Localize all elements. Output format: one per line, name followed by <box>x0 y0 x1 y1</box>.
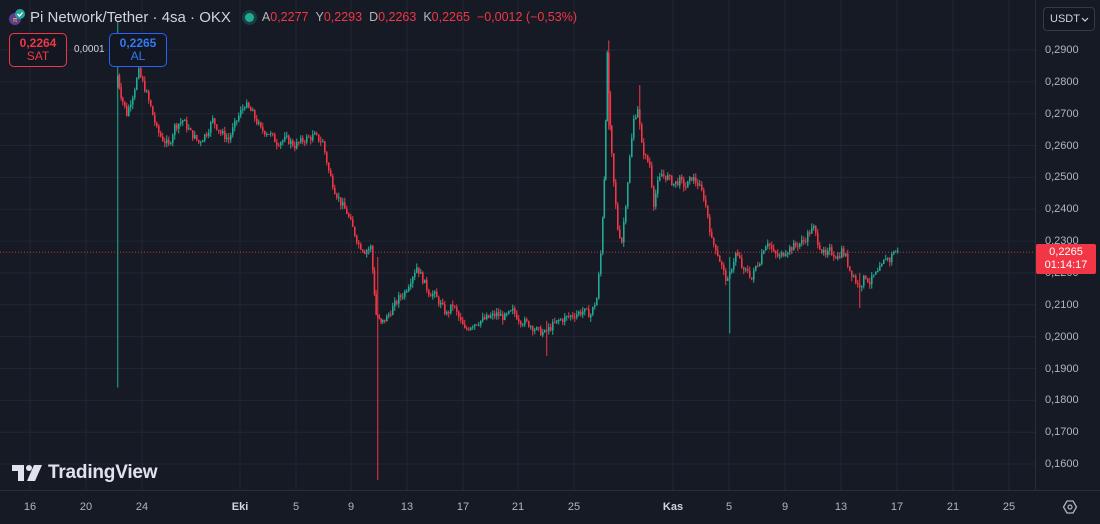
low-label: D <box>369 10 379 24</box>
buy-label: AL <box>130 49 146 63</box>
buy-price: 0,2265 <box>119 36 157 50</box>
time-tick: 24 <box>135 501 149 513</box>
sell-price: 0,2264 <box>19 36 57 50</box>
close-value: 0,2265 <box>431 10 470 24</box>
price-change: −0,0012 (−0,53%) <box>476 10 577 24</box>
symbol-title[interactable]: Pi Network/Tether · 4sa · OKX <box>30 8 231 26</box>
price-tick: 0,1700 <box>1045 426 1079 439</box>
time-tick: 21 <box>946 501 960 513</box>
price-tick: 0,2600 <box>1045 139 1079 152</box>
price-tick: 0,2300 <box>1045 235 1079 248</box>
tradingview-logo-icon <box>12 465 42 481</box>
price-tick: 0,2900 <box>1045 44 1079 56</box>
close-label: K <box>423 10 432 24</box>
time-tick: 13 <box>400 501 414 513</box>
time-tick: 5 <box>725 501 733 513</box>
candle-countdown: 01:14:17 <box>1044 259 1088 272</box>
last-price-value: 0,2265 <box>1049 246 1083 259</box>
price-tick: 0,1900 <box>1045 362 1079 375</box>
sell-label: SAT <box>26 49 50 63</box>
time-tick: 20 <box>79 501 93 513</box>
open-label: A <box>261 10 271 24</box>
time-axis[interactable]: 16 20 24 Eki 5 9 13 17 21 25 Kas 5 9 13 17 21 25 <box>0 490 1100 524</box>
price-tick: 0,1600 <box>1045 458 1079 471</box>
price-tick: 0,2800 <box>1045 75 1079 88</box>
chart-plot-area[interactable] <box>0 0 1035 490</box>
chevron-down-icon <box>1081 17 1089 22</box>
tradingview-logo[interactable]: TradingView <box>12 462 158 484</box>
currency-dropdown[interactable]: USDT <box>1043 7 1095 31</box>
high-value: 0,2293 <box>323 10 363 24</box>
time-tick: 25 <box>1002 501 1016 513</box>
last-price-label: 0,2265 01:14:17 <box>1036 244 1096 275</box>
svg-text:π: π <box>13 16 18 24</box>
settings-hexagon-icon <box>1062 500 1078 514</box>
time-tick: Kas <box>662 501 684 513</box>
price-tick: 0,2400 <box>1045 203 1079 216</box>
time-tick: 21 <box>511 501 525 513</box>
chart-settings-button[interactable] <box>1062 499 1078 515</box>
market-open-status-icon[interactable] <box>244 12 254 22</box>
sell-button[interactable]: 0,2264 SAT <box>9 33 67 67</box>
time-tick: 9 <box>781 501 789 513</box>
high-label: Y <box>315 10 324 24</box>
price-tick: 0,2000 <box>1045 330 1079 343</box>
pi-network-symbol-icon: π <box>8 8 26 26</box>
open-value: 0,2277 <box>270 10 309 24</box>
price-tick: 0,2500 <box>1045 171 1079 184</box>
price-tick: 0,2100 <box>1045 298 1079 311</box>
symbol-legend: π Pi Network/Tether · 4sa · OKX A 0,2277 … <box>8 8 584 26</box>
price-tick: 0,1800 <box>1045 394 1079 407</box>
time-tick: 25 <box>567 501 581 513</box>
currency-label: USDT <box>1050 13 1080 25</box>
low-value: 0,2263 <box>378 10 417 24</box>
price-tick: 0,2700 <box>1045 107 1079 120</box>
buy-button[interactable]: 0,2265 AL <box>109 33 167 67</box>
time-tick: 17 <box>456 501 470 513</box>
time-tick: 9 <box>347 501 355 513</box>
time-tick: 13 <box>834 501 848 513</box>
spread-value: 0,0001 <box>74 44 105 55</box>
tradingview-logo-text: TradingView <box>48 462 158 483</box>
candlestick-chart[interactable] <box>0 0 1035 490</box>
time-tick: 16 <box>23 501 37 513</box>
time-tick: 5 <box>292 501 300 513</box>
time-tick: Eki <box>231 501 249 513</box>
time-tick: 17 <box>890 501 904 513</box>
